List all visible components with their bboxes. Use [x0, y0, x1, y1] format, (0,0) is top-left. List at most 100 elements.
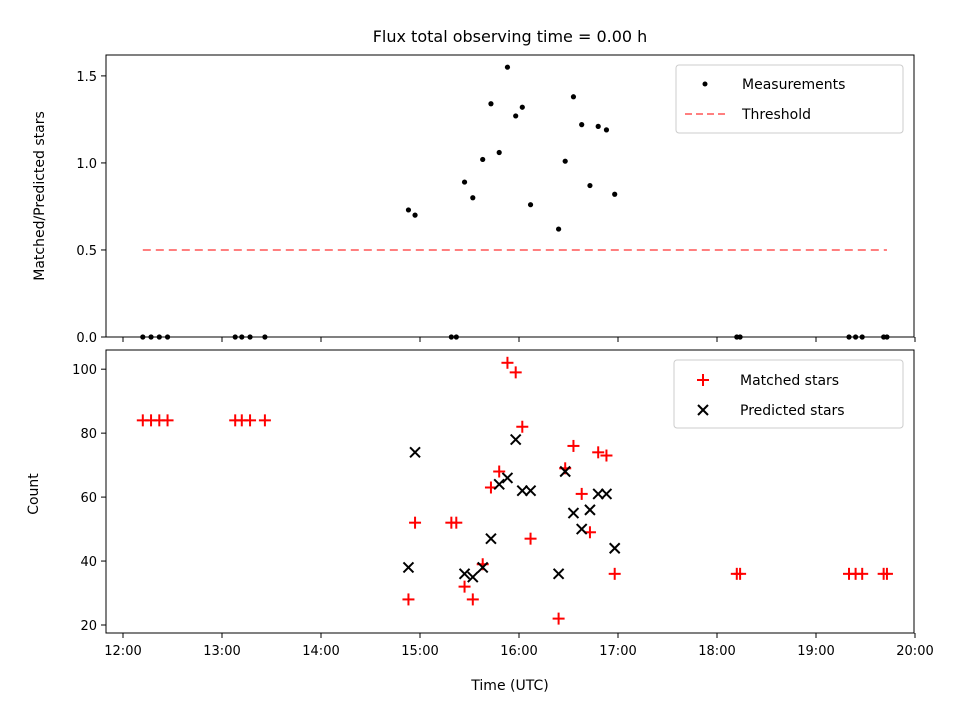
measurement-point: [603, 127, 610, 133]
predicted-stars-point: [467, 571, 479, 583]
x-tick-label: 13:00: [203, 644, 240, 659]
predicted-stars-point: [584, 504, 596, 516]
measurement-point: [412, 212, 418, 218]
measurement-point: [587, 182, 593, 189]
top-y-tick-label: 0.0: [76, 331, 97, 346]
measurement-point: [556, 226, 562, 232]
x-tick-label: 17:00: [599, 644, 636, 659]
matched-stars-point: [856, 567, 869, 580]
top-y-tick-label: 0.5: [76, 244, 97, 259]
matched-stars-point: [402, 593, 415, 606]
legend-measurements-label: Measurements: [742, 77, 845, 93]
top-ticks: 0.0 0.5 1.0 1.5: [76, 70, 916, 346]
predicted-stars-point: [485, 532, 497, 545]
measurement-point: [513, 113, 519, 119]
legend-predicted-label: Predicted stars: [740, 403, 845, 419]
predicted-stars-point: [575, 523, 588, 535]
top-legend-box: [675, 64, 904, 134]
bottom-y-tick-label: 100: [72, 363, 97, 378]
predicted-stars-point: [592, 488, 604, 500]
x-tick-label: 18:00: [698, 644, 735, 659]
legend-matched-label: Matched stars: [740, 373, 839, 389]
chart-title: Flux total observing time = 0.00 h: [373, 27, 648, 46]
bottom-panel: 12:00 13:00 14:00 15:00 16:00 17:00 18:00 19:00…: [26, 349, 934, 694]
predicted-stars-point: [600, 488, 613, 500]
predicted-stars-point: [402, 561, 415, 574]
measurement-point: [595, 123, 601, 129]
predicted-stars-point: [552, 568, 565, 580]
matched-stars-point: [608, 567, 621, 580]
matched-stars-point: [161, 414, 174, 427]
x-tick-label: 15:00: [401, 644, 438, 659]
matched-stars-point: [493, 465, 506, 478]
measurement-point: [519, 104, 525, 110]
predicted-stars-point: [458, 568, 471, 580]
x-tick-label: 16:00: [500, 644, 537, 659]
matched-stars-point: [501, 356, 514, 369]
top-legend: Measurements Threshold: [675, 64, 904, 134]
top-y-tick-label: 1.0: [76, 157, 97, 172]
predicted-stars-point: [409, 446, 421, 459]
predicted-stars-point: [608, 542, 621, 554]
measurement-point: [461, 179, 468, 185]
measurement-point: [570, 94, 577, 100]
predicted-stars-point: [516, 484, 529, 497]
matched-stars-point: [734, 567, 747, 580]
measurement-point: [405, 207, 412, 213]
measurement-point: [496, 149, 502, 156]
matched-stars-point: [592, 446, 605, 459]
matched-stars-point: [516, 420, 529, 433]
predicted-stars-point: [509, 433, 522, 446]
matched-stars-point: [450, 516, 463, 529]
measurement-point: [527, 202, 534, 208]
matched-stars-point: [524, 532, 537, 545]
legend-measurements-marker: [702, 81, 708, 87]
x-tick-label: 20:00: [896, 644, 933, 659]
measurement-point: [470, 195, 476, 201]
matched-stars-point: [575, 487, 588, 500]
matched-stars-point: [509, 366, 522, 379]
matched-stars-point: [409, 516, 422, 529]
bottom-legend: Matched stars Predicted stars: [673, 359, 904, 429]
x-tick-label: 14:00: [302, 644, 339, 659]
legend-predicted-marker: [697, 404, 709, 416]
measurement-point: [612, 191, 618, 197]
measurement-point: [504, 64, 511, 70]
x-tick-label: 12:00: [104, 644, 141, 659]
bottom-y-tick-label: 60: [80, 491, 97, 506]
matched-stars-point: [552, 612, 565, 625]
bottom-data-marks: [136, 356, 893, 625]
predicted-stars-point: [559, 465, 571, 478]
legend-threshold-label: Threshold: [741, 107, 811, 123]
top-y-tick-label: 1.5: [76, 70, 97, 85]
bottom-ticks: 12:00 13:00 14:00 15:00 16:00 17:00 18:00 19:00…: [72, 363, 934, 659]
top-panel: Flux total observing time = 0.00 h 0.00.…: [32, 27, 916, 346]
matched-stars-point: [466, 593, 479, 606]
bottom-y-tick-label: 40: [80, 555, 97, 570]
bottom-y-tick-label: 80: [80, 427, 97, 442]
measurement-point: [480, 156, 486, 163]
measurement-point: [562, 158, 568, 164]
predicted-stars-point: [524, 484, 537, 497]
predicted-stars-point: [493, 478, 505, 491]
measurement-point: [488, 101, 494, 107]
measurement-point: [579, 122, 585, 128]
matched-stars-point: [258, 414, 271, 427]
matched-stars-point: [880, 567, 893, 580]
legend-matched-marker: [697, 374, 709, 386]
matched-stars-point: [244, 414, 257, 427]
matched-stars-point: [458, 580, 471, 593]
predicted-stars-point: [501, 472, 514, 484]
top-y-axis-label: Matched/Predicted stars: [32, 111, 48, 281]
bottom-y-axis-label: Count: [26, 473, 42, 515]
predicted-stars-point: [476, 561, 489, 574]
x-tick-label: 19:00: [797, 644, 834, 659]
predicted-stars-point: [567, 507, 580, 519]
top-plot-frame: [105, 54, 915, 338]
matched-stars-point: [600, 449, 613, 462]
bottom-legend-box: [673, 359, 904, 429]
x-axis-label: Time (UTC): [470, 678, 548, 694]
bottom-plot-frame: [105, 349, 915, 634]
bottom-y-tick-label: 20: [80, 619, 97, 634]
